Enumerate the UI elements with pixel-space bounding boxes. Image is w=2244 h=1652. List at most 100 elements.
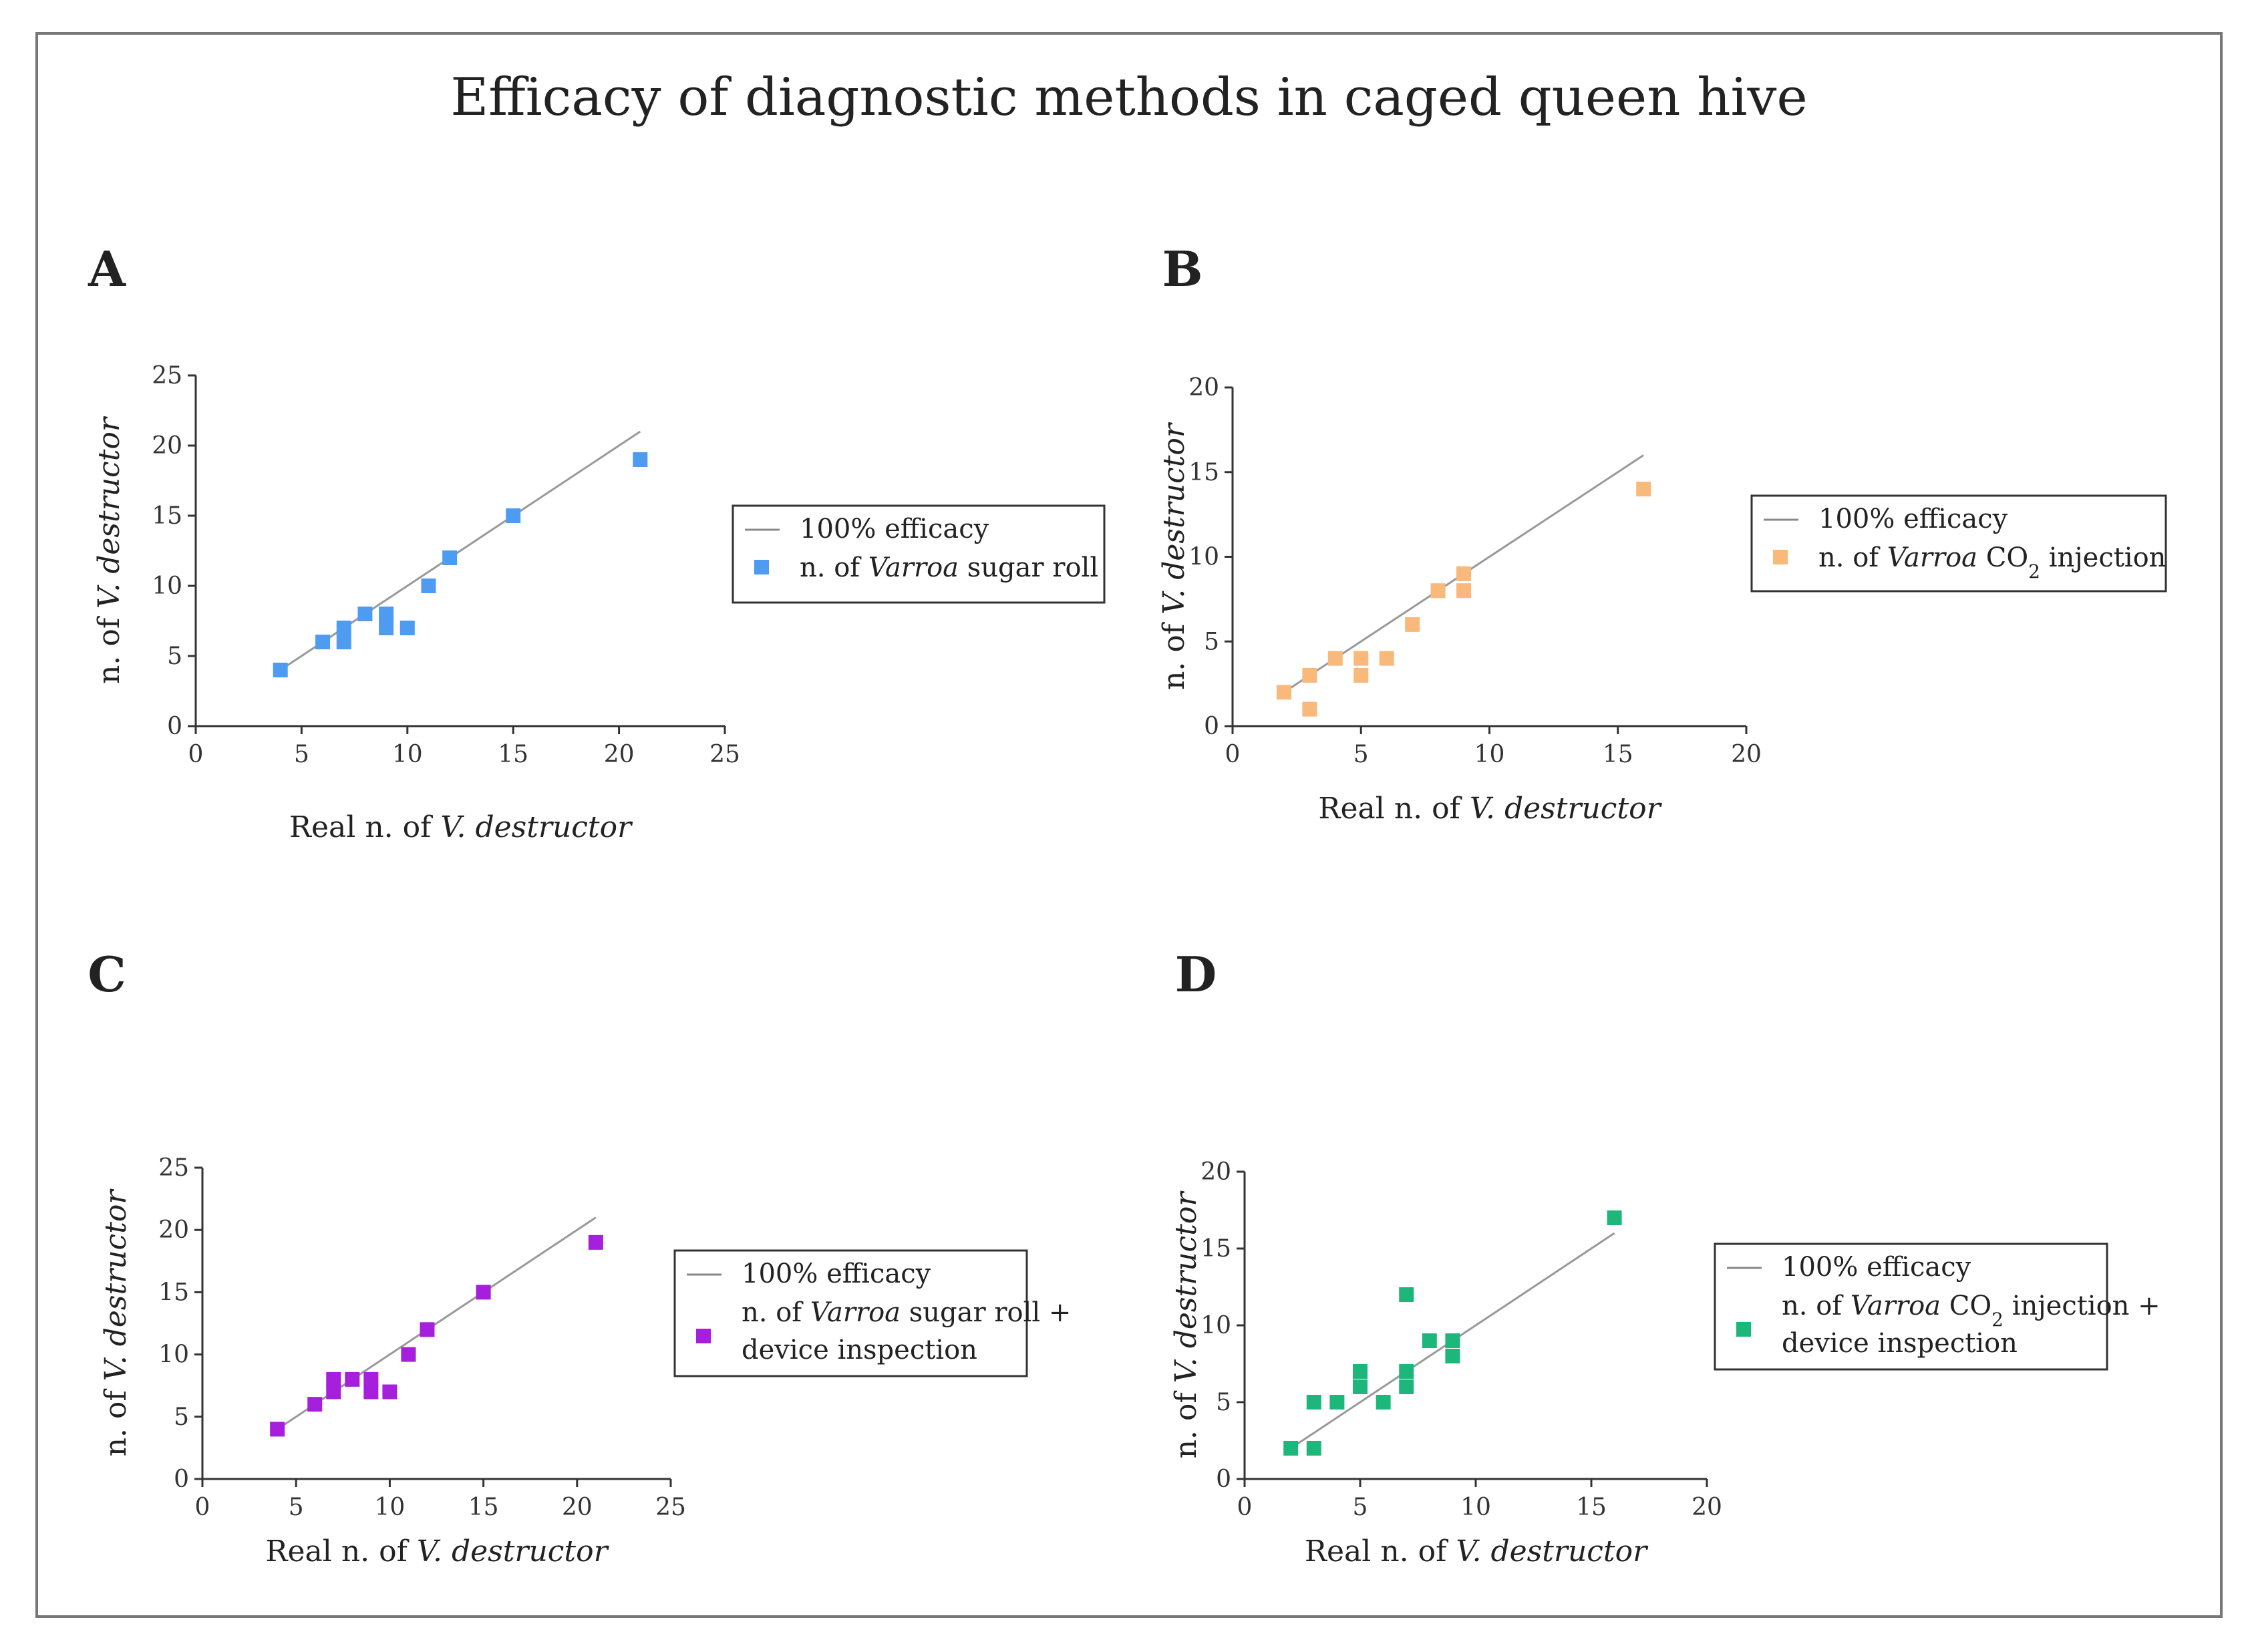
x-tick-label: 25 — [655, 1494, 686, 1521]
data-point — [506, 508, 521, 523]
y-tick-label: 5 — [1204, 628, 1219, 655]
data-point — [1283, 1441, 1299, 1456]
x-tick-label: 15 — [1603, 741, 1633, 768]
x-tick-label: 20 — [604, 741, 635, 768]
data-point — [1353, 1364, 1368, 1379]
y-tick-label: 10 — [1200, 1312, 1231, 1339]
x-axis-label: Real n. of V. destructor — [1305, 1534, 1649, 1568]
legend-box — [1750, 494, 2167, 593]
panels: A 0 5 10 15 20 25 0 5 10 15 20 25 Real n. of V. destr… — [88, 240, 2167, 1568]
data-point — [1306, 1441, 1321, 1456]
x-tick-label: 5 — [1353, 741, 1369, 768]
y-tick-label: 0 — [1216, 1466, 1231, 1493]
y-axis-label: n. of V. destructor — [99, 1188, 133, 1457]
legend-series-label: n. of Varroa sugar roll — [800, 552, 1098, 583]
panel-b: B 0 5 10 15 20 0 5 10 15 20 Real n. of V. destructo… — [1157, 240, 2167, 826]
data-point — [1399, 1379, 1414, 1394]
y-axis-label: n. of V. destructor — [92, 416, 126, 684]
y-tick-label: 15 — [152, 502, 182, 530]
figure-frame — [35, 32, 2223, 1618]
data-point — [345, 1371, 360, 1387]
data-point — [1353, 651, 1369, 666]
data-point — [336, 621, 351, 635]
x-tick-label: 20 — [1692, 1494, 1722, 1521]
y-axis-label: n. of V. destructor — [1169, 1190, 1203, 1459]
data-point — [1607, 1210, 1622, 1225]
legend-line-label: 100% efficacy — [1782, 1252, 1971, 1283]
x-tick-label: 10 — [1460, 1494, 1491, 1521]
data-point — [379, 607, 394, 621]
x-tick-label: 10 — [374, 1494, 405, 1521]
panel-c: C 0 5 10 15 20 25 0 5 10 15 20 25 Real n. of V. destr… — [88, 946, 1071, 1568]
data-point — [336, 635, 351, 649]
data-point — [1302, 701, 1317, 717]
data-point — [1422, 1333, 1437, 1348]
legend-series-label: n. of Varroa sugar roll + — [742, 1297, 1071, 1328]
data-point — [1399, 1364, 1414, 1379]
legend-series-label: n. of Varroa CO2 injection + — [1782, 1291, 2160, 1331]
legend-line-label: 100% efficacy — [800, 514, 989, 544]
data-point — [307, 1397, 323, 1412]
x-tick-label: 15 — [1576, 1494, 1607, 1521]
y-tick-label: 20 — [158, 1216, 189, 1244]
y-tick-label: 15 — [1188, 459, 1219, 486]
data-point — [270, 1422, 285, 1437]
data-point — [588, 1234, 603, 1250]
data-point — [326, 1384, 341, 1399]
x-tick-label: 25 — [709, 741, 740, 768]
data-point — [1329, 1395, 1345, 1410]
data-point — [363, 1384, 379, 1399]
data-point — [1306, 1395, 1321, 1410]
y-tick-label: 20 — [1200, 1158, 1231, 1186]
panel-letter: D — [1175, 946, 1217, 1003]
y-tick-label: 0 — [1204, 713, 1219, 740]
data-point — [315, 635, 331, 649]
y-tick-label: 10 — [158, 1341, 189, 1369]
legend: 100% efficacy n. of Varroa CO2 injection … — [1714, 1243, 2160, 1371]
data-point — [476, 1285, 491, 1300]
panel-letter: C — [88, 946, 126, 1003]
data-point — [421, 579, 436, 593]
y-tick-label: 5 — [1216, 1389, 1231, 1416]
data-point — [1276, 685, 1291, 700]
x-tick-label: 15 — [468, 1494, 499, 1521]
x-tick-label: 10 — [1474, 741, 1505, 768]
x-tick-label: 0 — [195, 1494, 210, 1521]
y-tick-label: 15 — [158, 1279, 189, 1306]
x-tick-label: 5 — [1353, 1494, 1368, 1521]
x-tick-label: 20 — [562, 1494, 593, 1521]
panel-d: D 0 5 10 15 20 0 5 10 15 20 Real n. of V. destructo… — [1169, 946, 2160, 1568]
data-point — [326, 1371, 341, 1387]
legend: 100% efficacy n. of Varroa CO2 injection — [1750, 494, 2167, 593]
y-axis-label: n. of V. destructor — [1157, 422, 1191, 690]
data-point — [363, 1371, 379, 1387]
legend-box — [673, 1249, 1028, 1377]
y-tick-label: 10 — [152, 572, 182, 600]
data-point — [1430, 583, 1446, 599]
data-point — [633, 452, 648, 467]
data-point — [1399, 1287, 1414, 1302]
legend: 100% efficacy n. of Varroa sugar roll + de… — [673, 1249, 1071, 1377]
panel-a: A 0 5 10 15 20 25 0 5 10 15 20 25 Real n. of V. destr… — [88, 240, 1106, 844]
efficacy-line — [279, 430, 641, 671]
legend-line-label: 100% efficacy — [742, 1259, 931, 1289]
data-point — [1353, 667, 1369, 683]
y-tick-label: 5 — [174, 1403, 189, 1431]
data-point — [273, 663, 288, 677]
data-point — [420, 1322, 435, 1337]
data-point — [357, 607, 373, 621]
legend: 100% efficacy n. of Varroa sugar roll — [732, 504, 1106, 604]
data-point — [1353, 1379, 1368, 1394]
panel-letter: B — [1162, 240, 1203, 297]
y-tick-label: 15 — [1200, 1235, 1231, 1263]
legend-series-label: n. of Varroa CO2 injection — [1818, 542, 2166, 583]
legend-marker-swatch — [754, 560, 769, 574]
y-tick-label: 25 — [158, 1154, 189, 1182]
legend-marker-swatch — [1736, 1322, 1751, 1337]
legend-box — [1714, 1243, 2108, 1371]
data-point — [1445, 1349, 1460, 1363]
x-axis-label: Real n. of V. destructor — [289, 810, 633, 844]
x-tick-label: 10 — [392, 741, 423, 768]
figure-title: Efficacy of diagnostic methods in caged … — [450, 67, 1807, 128]
